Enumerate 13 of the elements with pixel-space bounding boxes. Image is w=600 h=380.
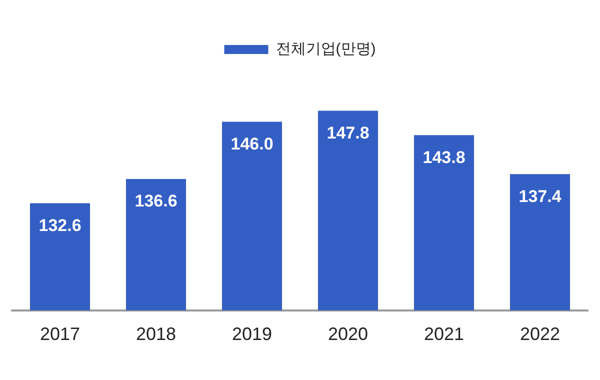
data-label: 147.8 — [326, 124, 370, 142]
x-tick-label: 2019 — [232, 324, 272, 344]
legend-label: 전체기업(만명) — [276, 40, 376, 58]
data-label: 132.6 — [38, 216, 82, 235]
x-tick-label: 2017 — [40, 324, 80, 344]
data-label: 143.8 — [422, 148, 466, 167]
x-tick-label: 2022 — [520, 324, 560, 344]
data-label: 136.6 — [134, 192, 178, 211]
x-tick-label: 2018 — [136, 324, 176, 344]
data-label: 137.4 — [518, 186, 562, 206]
x-tick-label: 2021 — [424, 324, 464, 344]
data-label: 146.0 — [230, 134, 274, 154]
x-tick-label: 2020 — [328, 324, 368, 344]
